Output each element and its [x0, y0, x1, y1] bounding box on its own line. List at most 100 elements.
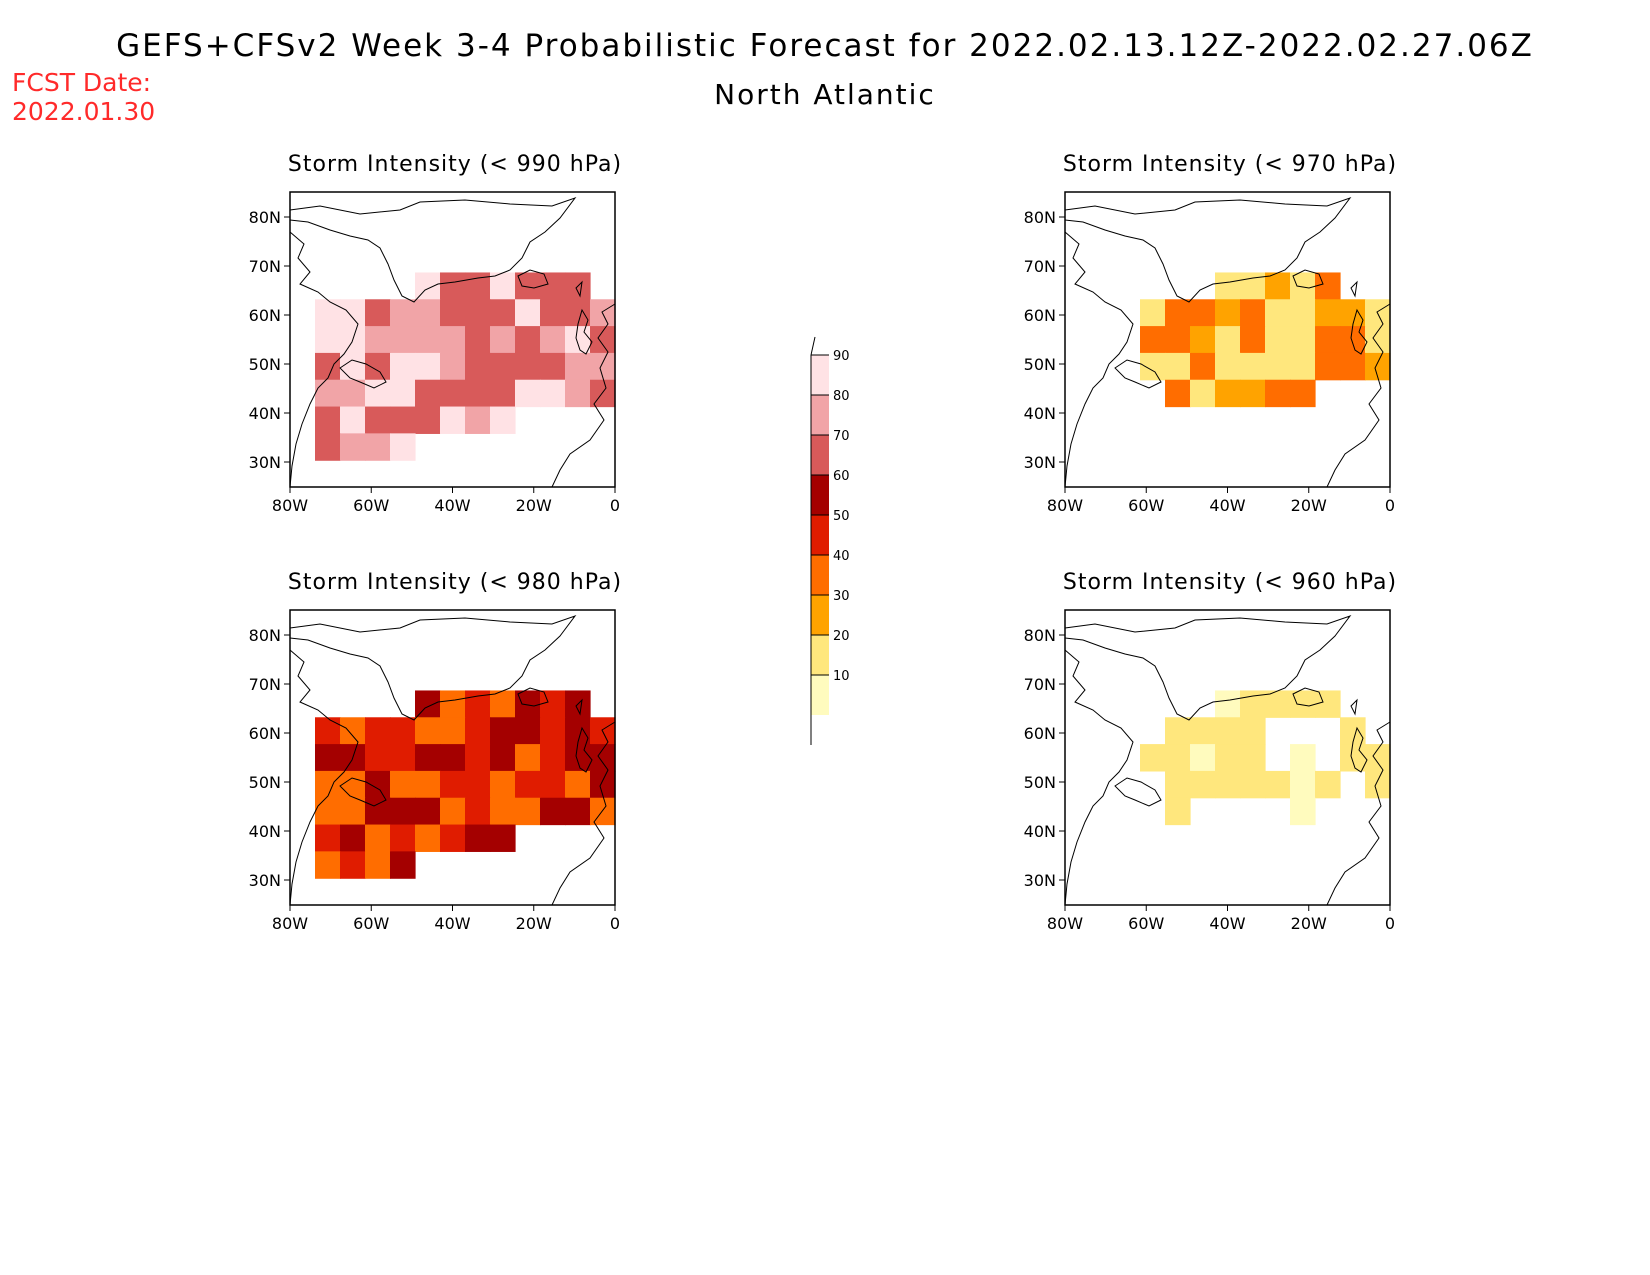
probability-cell	[315, 851, 341, 879]
probability-cell	[1165, 744, 1191, 772]
probability-cell	[1215, 744, 1241, 772]
colorbar-label: 70	[833, 429, 850, 444]
probability-cell	[315, 379, 341, 408]
probability-cell	[390, 824, 416, 852]
probability-cell	[590, 326, 616, 354]
probability-cell	[1190, 326, 1216, 354]
probability-cell	[415, 406, 441, 434]
probability-cell	[315, 744, 341, 772]
probability-cell	[340, 717, 366, 745]
colorbar-swatch	[811, 515, 829, 555]
lat-tick-label: 50N	[1024, 355, 1056, 374]
probability-cell	[1215, 352, 1241, 381]
forecast-date-value: 2022.01.30	[12, 97, 156, 126]
lon-tick-label: 0	[610, 914, 620, 933]
probability-cell	[1215, 717, 1241, 745]
probability-cell	[315, 717, 341, 745]
lon-tick-label: 40W	[434, 496, 470, 515]
lat-tick-label: 80N	[249, 208, 281, 227]
probability-cell	[515, 272, 541, 300]
forecast-date-block: FCST Date: 2022.01.30	[12, 68, 155, 126]
probability-cell	[1290, 326, 1316, 354]
lon-tick-label: 20W	[1291, 496, 1327, 515]
probability-field	[1140, 690, 1391, 826]
probability-cell	[340, 406, 366, 434]
colorbar-swatch	[811, 355, 829, 395]
probability-cell	[465, 770, 491, 799]
coastline-path	[1292, 687, 1324, 707]
probability-cell	[415, 299, 441, 327]
probability-cell	[490, 379, 516, 408]
colorbar-swatch	[811, 635, 829, 675]
lon-tick-label: 80W	[272, 496, 308, 515]
coastline-path	[1326, 303, 1391, 488]
probability-cell	[1165, 770, 1191, 799]
probability-cell	[415, 744, 441, 772]
coastline-path	[575, 308, 593, 355]
probability-cell	[1240, 717, 1266, 745]
lon-tick-label: 0	[610, 496, 620, 515]
probability-cell	[1190, 299, 1216, 327]
coastline-path	[551, 303, 616, 488]
lat-tick-label: 70N	[1024, 675, 1056, 694]
probability-cell	[1290, 690, 1316, 718]
probability-cell	[490, 824, 516, 852]
probability-cell	[365, 352, 391, 381]
probability-cell	[390, 352, 416, 381]
probability-cell	[1265, 770, 1291, 799]
probability-cell	[1240, 299, 1266, 327]
probability-cell	[1365, 326, 1391, 354]
map-panel-980: 80N 70N 60N 50N 40N 30N 80W 60W 40W 20W 0	[249, 609, 620, 933]
probability-cell	[540, 690, 566, 718]
probability-cell	[465, 326, 491, 354]
colorbar-label: 90	[833, 349, 850, 364]
panel-title-980: Storm Intensity (< 980 hPa)	[287, 570, 623, 595]
probability-cell	[465, 744, 491, 772]
lon-tick-label: 20W	[1291, 914, 1327, 933]
probability-cell	[465, 797, 491, 826]
probability-cell	[490, 406, 516, 434]
probability-cell	[390, 770, 416, 799]
lat-tick-label: 80N	[249, 626, 281, 645]
probability-cell	[540, 326, 566, 354]
probability-field	[315, 272, 616, 461]
probability-cell	[365, 824, 391, 852]
forecast-date-label: FCST Date:	[12, 68, 152, 97]
probability-cell	[490, 326, 516, 354]
probability-cell	[540, 770, 566, 799]
probability-cell	[465, 379, 491, 408]
probability-cell	[415, 717, 441, 745]
probability-cell	[315, 299, 341, 327]
probability-cell	[390, 326, 416, 354]
probability-cell	[590, 744, 616, 772]
probability-cell	[440, 326, 466, 354]
probability-cell	[440, 770, 466, 799]
probability-cell	[515, 299, 541, 327]
probability-cell	[415, 797, 441, 826]
probability-cell	[1140, 744, 1166, 772]
map-panel-990: 80N 70N 60N 50N 40N 30N 80W 60W 40W 20W 0	[249, 191, 620, 515]
lat-tick-label: 60N	[249, 724, 281, 743]
probability-cell	[340, 851, 366, 879]
probability-cell	[440, 744, 466, 772]
probability-cell	[440, 717, 466, 745]
lat-tick-label: 40N	[249, 404, 281, 423]
colorbar-swatch	[811, 475, 829, 515]
coastline-path	[517, 269, 549, 289]
probability-cell	[540, 717, 566, 745]
probability-cell	[1290, 744, 1316, 772]
probability-cell	[365, 797, 391, 826]
probability-cell	[1215, 299, 1241, 327]
probability-cell	[1265, 379, 1291, 408]
probability-cell	[1165, 797, 1191, 826]
coastline-path	[289, 649, 359, 906]
panel-title-990: Storm Intensity (< 990 hPa)	[287, 152, 623, 177]
probability-cell	[565, 717, 591, 745]
probability-cell	[1215, 690, 1241, 718]
probability-cell	[540, 299, 566, 327]
coastline-path	[289, 614, 577, 721]
probability-cell	[415, 352, 441, 381]
probability-cell	[1165, 299, 1191, 327]
colorbar-label: 40	[833, 549, 850, 564]
coastline-path	[1350, 726, 1368, 773]
